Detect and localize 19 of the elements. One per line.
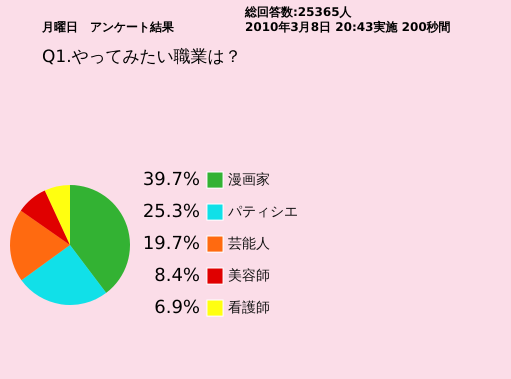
pie-slice — [10, 210, 70, 280]
pie-slice — [20, 190, 70, 245]
data-label: 8.4% — [154, 265, 200, 286]
data-label: 6.9% — [154, 297, 200, 318]
chart-title: Q1.やってみたい職業は？ — [42, 47, 242, 67]
legend-label: 芸能人 — [228, 236, 270, 252]
pie-slice — [44, 185, 70, 245]
text: 月曜日 アンケート結果 — [41, 20, 175, 34]
text: 2010年3月8日 20:43実施 200秒間 — [245, 20, 451, 34]
legend-label: 美容師 — [228, 268, 270, 284]
legend-label: 看護師 — [228, 300, 270, 316]
legend-label: 漫画家 — [228, 172, 270, 188]
legend-label: パティシエ — [227, 204, 298, 220]
data-label: 19.7% — [142, 233, 200, 254]
text: 総回答数:25365人 — [244, 5, 353, 19]
data-label: 25.3% — [142, 201, 200, 222]
pie-slice — [21, 245, 106, 305]
data-label: 39.7% — [142, 169, 200, 190]
pie-slice — [70, 185, 130, 293]
